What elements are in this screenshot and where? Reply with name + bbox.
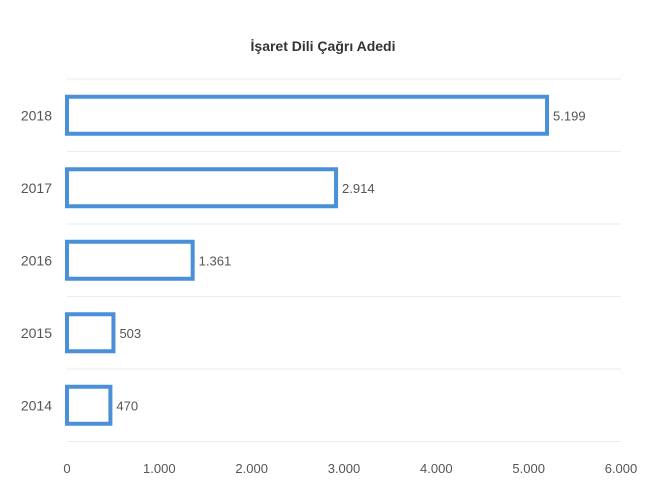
x-tick-label: 6.000 [605,461,638,476]
category-label-2014: 2014 [21,397,52,413]
category-labels: 2018 2017 2016 2015 2014 [21,107,52,413]
gridlines [67,78,621,442]
category-label-2017: 2017 [21,180,52,196]
x-tick-label: 2.000 [235,461,268,476]
x-tick-label: 5.000 [512,461,545,476]
category-label-2018: 2018 [21,107,52,123]
x-tick-label: 0 [63,461,70,476]
data-label-2018: 5.199 [553,108,586,123]
data-labels: 5.199 2.914 1.361 503 470 [116,108,585,413]
data-label-2015: 503 [119,326,141,341]
bars [65,94,550,426]
x-tick-label: 1.000 [143,461,176,476]
category-label-2015: 2015 [21,325,52,341]
bar-2016 [65,239,195,281]
chart-title: İşaret Dili Çağrı Adedi [251,38,396,54]
bar-2018 [65,94,550,136]
data-label-2017: 2.914 [342,181,375,196]
x-tick-label: 3.000 [328,461,361,476]
x-axis-ticks: 0 1.000 2.000 3.000 4.000 5.000 6.000 [63,461,637,476]
x-tick-label: 4.000 [420,461,453,476]
bar-2015 [65,312,116,354]
data-label-2016: 1.361 [199,253,232,268]
data-label-2014: 470 [116,398,138,413]
bar-2017 [65,167,339,209]
category-label-2016: 2016 [21,252,52,268]
bar-2014 [65,384,113,426]
